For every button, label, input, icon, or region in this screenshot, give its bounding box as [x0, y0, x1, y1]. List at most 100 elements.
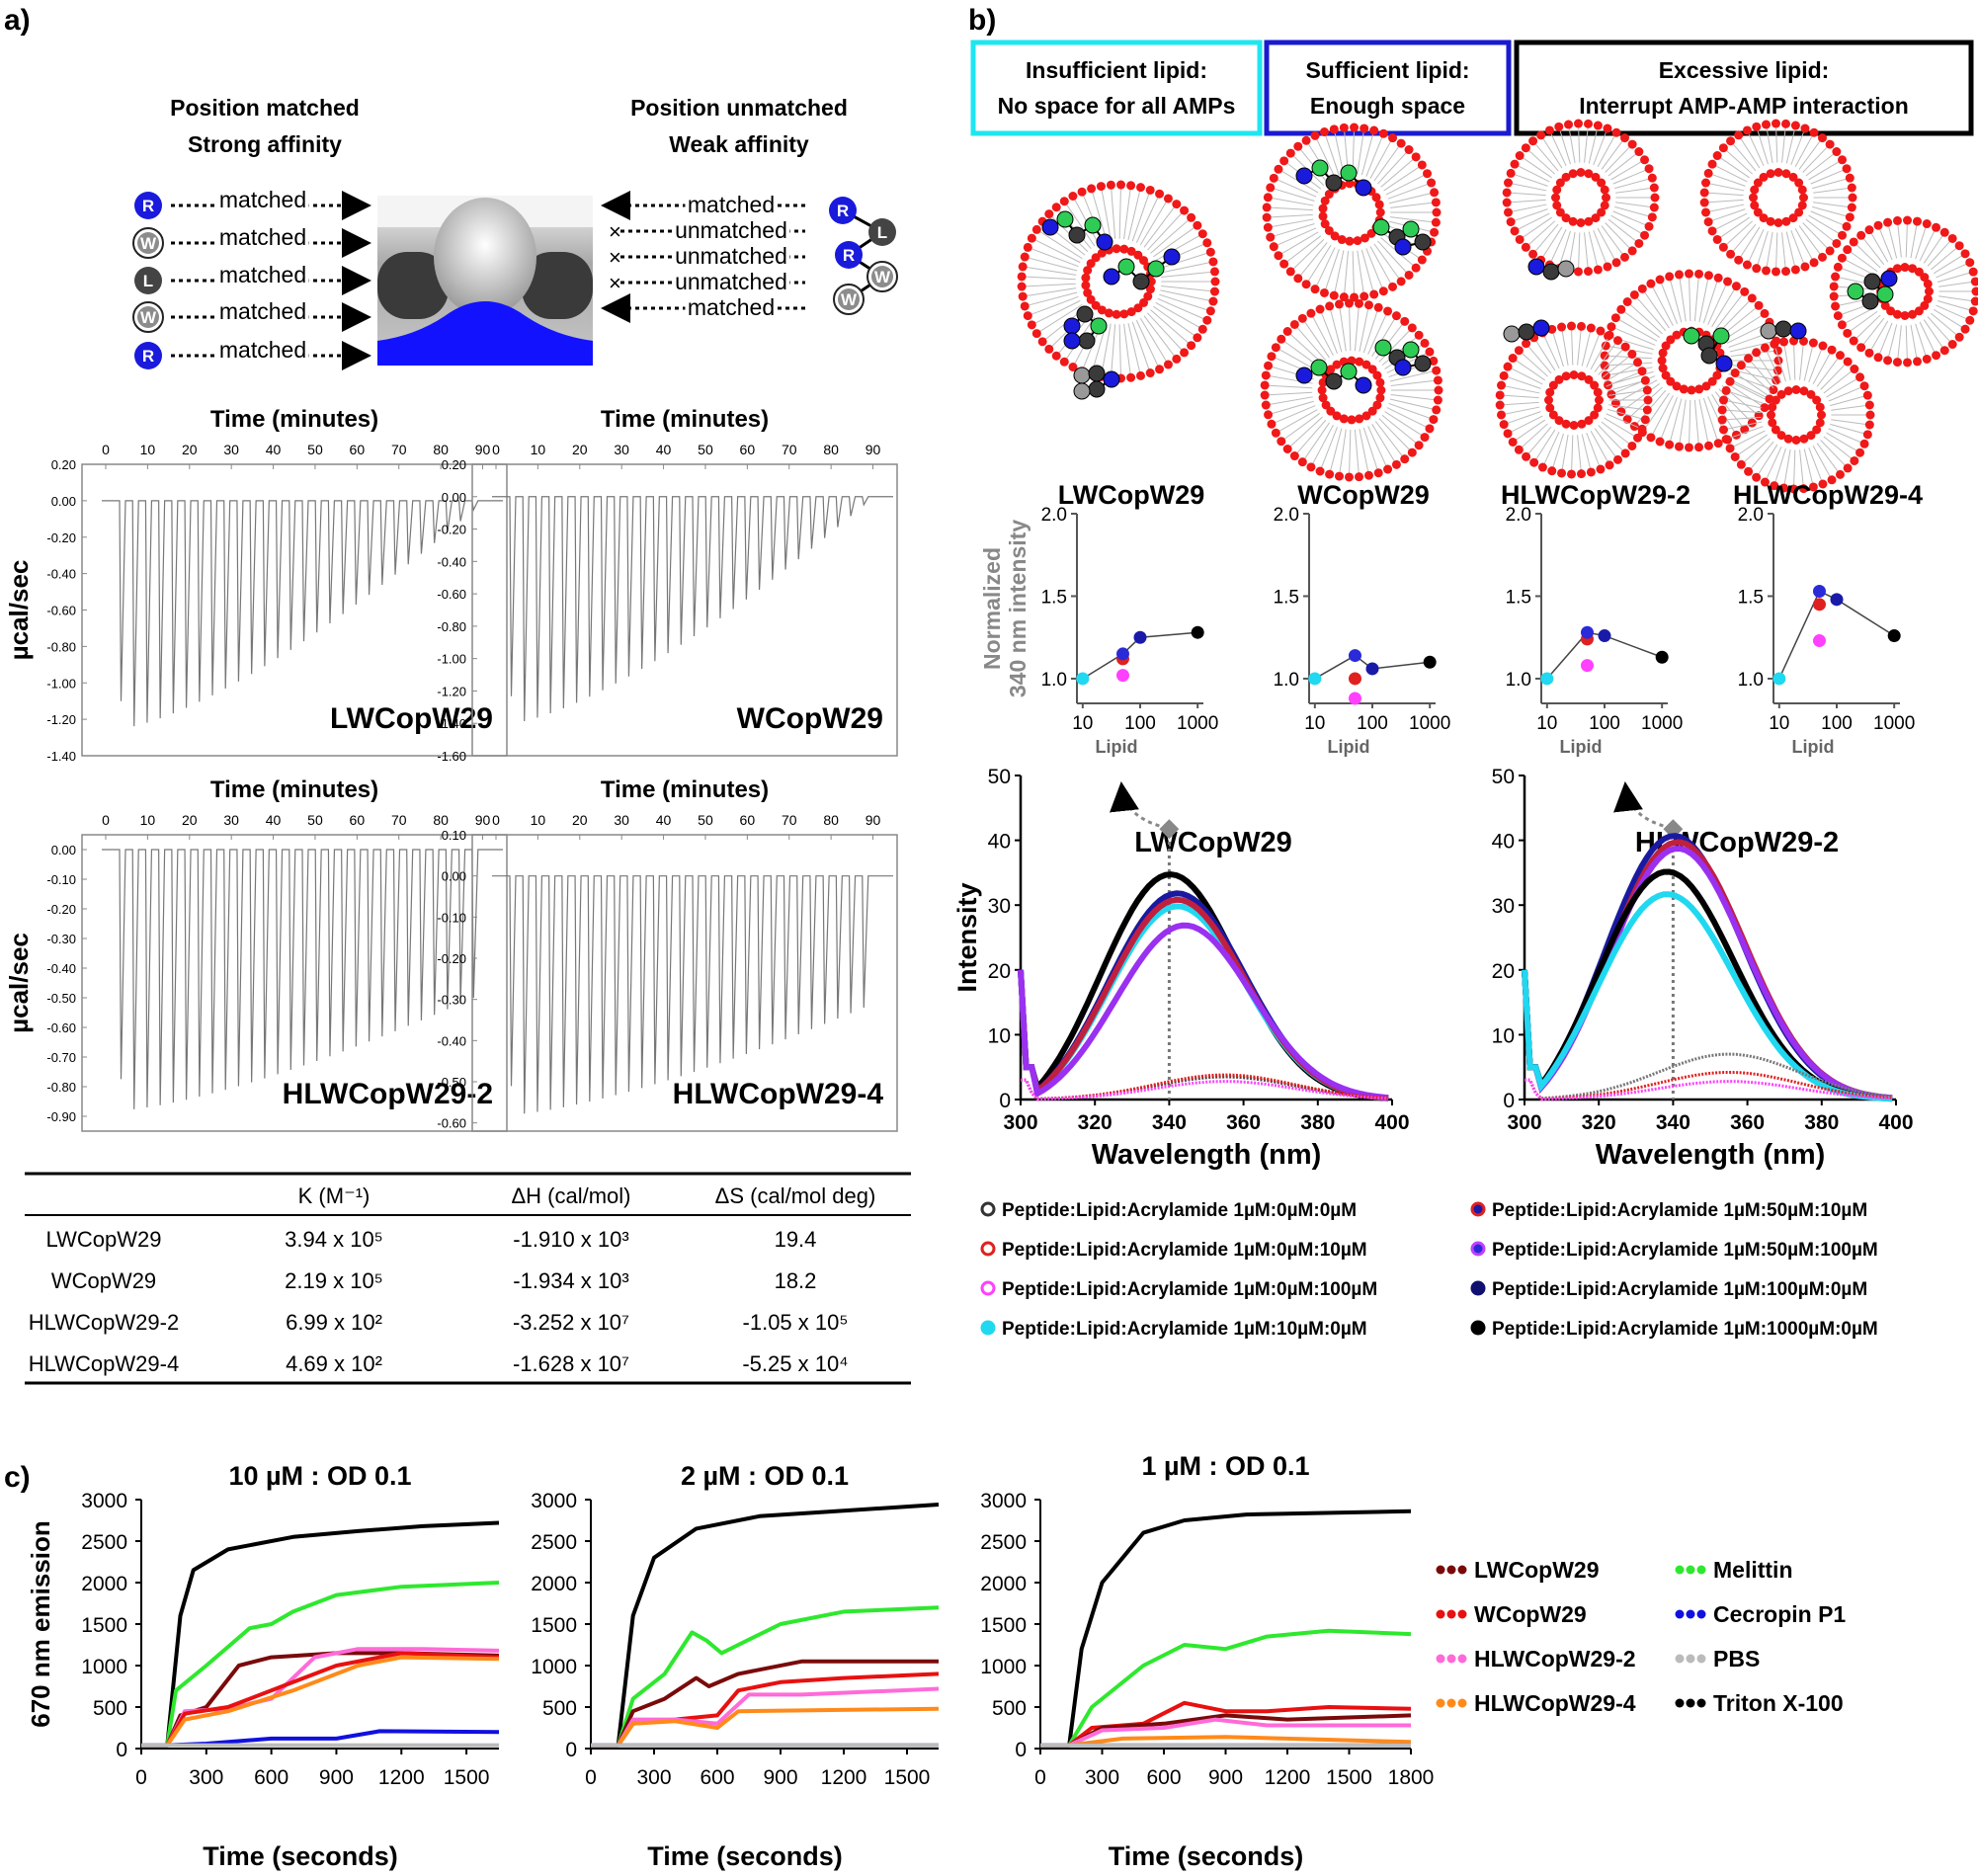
lipid-head	[1800, 262, 1809, 271]
leakage-1 µM : OD 0.1: 0500100015002000250030000300600900120015…	[980, 1451, 1434, 1871]
spectrum-ytick: 30	[988, 895, 1011, 918]
peptide-residue	[1395, 360, 1411, 375]
lipid-head	[1850, 237, 1858, 246]
lipid-head	[1781, 120, 1790, 128]
lipid-tail	[1112, 324, 1115, 374]
lipid-head	[1863, 391, 1872, 400]
itc-xtick: 50	[307, 812, 323, 828]
lipid-head	[1923, 219, 1932, 228]
lipid-head	[1136, 371, 1145, 380]
lipid-tail	[1795, 228, 1812, 259]
lipid-head	[1913, 357, 1922, 366]
lipid-tail	[1161, 272, 1210, 277]
lipid-head	[1865, 349, 1874, 358]
lipid-head	[1713, 151, 1722, 160]
lipid-tail	[1813, 203, 1848, 207]
lipid-box	[1267, 42, 1509, 133]
lipid-head	[1860, 440, 1869, 449]
lipid-head	[1408, 449, 1417, 457]
itc-ytick: -1.40	[437, 716, 466, 731]
spectrum-series	[1525, 849, 1892, 1098]
lipid-head	[1497, 410, 1506, 419]
lipid-head	[1097, 182, 1106, 191]
itc-xtick: 0	[492, 442, 500, 457]
lipid-head	[1831, 301, 1840, 310]
lipid-head	[1767, 169, 1775, 178]
lipid-tail	[1614, 206, 1648, 215]
itc-time-label: Time (minutes)	[601, 776, 769, 803]
lipid-head	[1528, 250, 1537, 259]
legend-label: Peptide:Lipid:Acrylamide 1µM:50µM:100µM	[1492, 1240, 1878, 1261]
lipid-tail	[1671, 281, 1682, 323]
lipid-head	[1641, 415, 1650, 424]
spectrum-xtick: 360	[1730, 1111, 1765, 1134]
scatter-ytick: 2.0	[1738, 505, 1764, 526]
peptide-residue	[1395, 239, 1411, 255]
leak-ytick: 0	[1015, 1739, 1027, 1761]
lipid-head	[1818, 342, 1827, 351]
lipid-head	[1722, 435, 1731, 444]
leak-ytick: 3000	[81, 1490, 127, 1512]
lipid-head	[1594, 265, 1603, 274]
lipid-head	[1319, 393, 1328, 402]
lipid-head	[1606, 331, 1614, 340]
lipid-head	[1743, 125, 1752, 134]
lipid-tail	[1934, 309, 1961, 327]
lipid-head	[1643, 386, 1652, 395]
lipid-head	[1650, 203, 1659, 211]
leak-xtick: 1500	[884, 1766, 931, 1789]
lipid-head	[1274, 165, 1282, 174]
itc-ytick: -0.50	[46, 991, 76, 1006]
lipid-head	[1360, 123, 1368, 132]
lipid-tail	[1147, 213, 1181, 250]
itc-plot-name: WCopW29	[737, 702, 883, 735]
table-header-cell: ΔS (cal/mol deg)	[715, 1183, 876, 1208]
lipid-tail	[1708, 200, 1743, 202]
lipid-tail	[1906, 224, 1907, 257]
lipid-tail	[1560, 231, 1571, 265]
itc-trace	[492, 497, 893, 721]
scatter-xtick: 1000	[1873, 713, 1915, 734]
lipid-head	[1267, 352, 1276, 361]
lipid-head	[1826, 140, 1835, 149]
lipid-tail	[1749, 134, 1764, 166]
lipid-head	[1536, 130, 1545, 139]
lipid-tail	[1920, 231, 1935, 261]
lipid-head	[1180, 206, 1189, 215]
lipid-tail	[1128, 192, 1140, 240]
leak-xtick: 300	[189, 1766, 223, 1789]
scatter-xlabel: Lipid	[1328, 737, 1370, 757]
itc-xtick: 40	[266, 812, 282, 828]
lipid-tail	[1151, 220, 1189, 253]
legend-marker	[1472, 1322, 1484, 1334]
lipid-head	[1272, 429, 1280, 438]
lipid-head	[1325, 301, 1334, 310]
peptide-residue	[1042, 219, 1058, 235]
peptide-residue	[1148, 261, 1164, 277]
lipid-head	[1418, 256, 1427, 265]
lipid-head	[1021, 301, 1030, 310]
lipid-head	[1044, 345, 1053, 354]
lipid-head	[1601, 186, 1609, 195]
lipid-head	[1570, 421, 1579, 430]
lipid-tail	[1119, 189, 1120, 239]
legend-dot	[1458, 1699, 1467, 1708]
lipid-head	[1379, 286, 1388, 295]
lipid-head	[1355, 299, 1363, 308]
lipid-head	[1603, 124, 1611, 133]
itc-ytick: -0.30	[46, 932, 76, 946]
itc-ytick: -0.50	[437, 1075, 466, 1090]
legend-label: Peptide:Lipid:Acrylamide 1µM:0µM:0µM	[1002, 1200, 1357, 1221]
leak-ytick: 1000	[531, 1656, 577, 1678]
lipid-box-line2: No space for all AMPs	[998, 93, 1236, 119]
lipid-box-line1: Insufficient lipid:	[1026, 57, 1207, 83]
leak-xtick: 300	[1085, 1766, 1119, 1789]
lipid-head	[1208, 297, 1217, 306]
lipid-head	[1658, 357, 1667, 366]
lipid-head	[1612, 128, 1621, 137]
lipid-tail	[1767, 232, 1772, 267]
lipid-head	[1375, 201, 1384, 209]
